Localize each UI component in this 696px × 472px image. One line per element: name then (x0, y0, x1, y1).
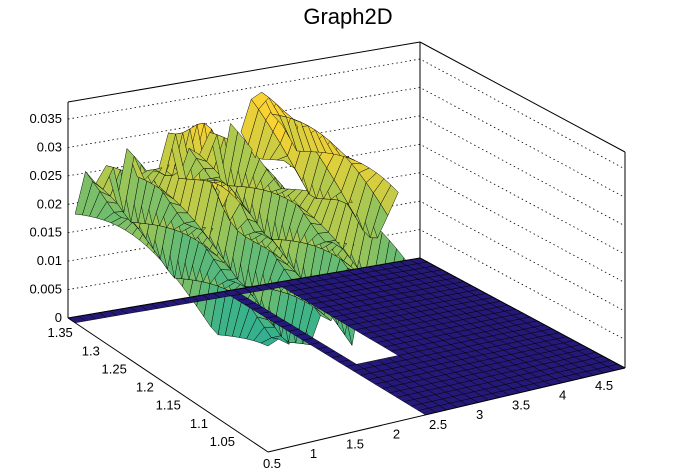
surface-layer (67, 91, 626, 416)
x-tick-label: 0.5 (263, 456, 281, 471)
frame-edge (67, 41, 421, 103)
x-axis-ticks: 0.5 1 1.5 2 2.5 3 3.5 4 4.5 (263, 378, 613, 471)
frame-edge (419, 41, 626, 153)
y-tick-label: 1.2 (136, 380, 154, 395)
frame-edge (67, 317, 269, 453)
y-tick-label: 1.05 (210, 434, 235, 449)
x-tick-label: 1.5 (346, 436, 364, 451)
axis-frame (67, 41, 626, 453)
x-tick-label: 4 (559, 388, 566, 403)
x-tick-label: 4.5 (595, 378, 613, 393)
x-tick-label: 3.5 (512, 397, 530, 412)
y-axis-ticks: 1.051.1 1.151.2 1.251.3 1.35 (47, 325, 234, 449)
z-tick-label: 0.005 (29, 282, 62, 297)
surface-cell (74, 170, 93, 216)
frame-edge (419, 257, 626, 369)
z-gridline (67, 58, 626, 170)
y-tick-label: 1.1 (190, 416, 208, 431)
chart-title: Graph2D (303, 4, 392, 29)
frame-edge (67, 257, 421, 319)
y-tick-label: 1.35 (47, 325, 72, 340)
y-tick-label: 1.25 (102, 361, 127, 376)
x-tick-label: 2.5 (429, 417, 447, 432)
x-tick-label: 2 (393, 427, 400, 442)
z-tick-label: 0.02 (37, 196, 62, 211)
y-tick-label: 1.3 (82, 343, 100, 358)
z-tick-label: 0 (55, 310, 62, 325)
frame-edge (267, 367, 626, 453)
z-tick-label: 0.025 (29, 168, 62, 183)
x-tick-label: 1 (310, 446, 317, 461)
x-tick-label: 3 (476, 407, 483, 422)
z-tick-label: 0.015 (29, 225, 62, 240)
surface-cell (240, 98, 259, 146)
y-tick-label: 1.15 (156, 398, 181, 413)
z-tick-label: 0.03 (37, 139, 62, 154)
z-tick-label: 0.01 (37, 253, 62, 268)
z-axis-ticks: 0 0.005 0.01 0.015 0.02 0.025 0.03 0.035 (29, 111, 62, 325)
z-tick-label: 0.035 (29, 111, 62, 126)
